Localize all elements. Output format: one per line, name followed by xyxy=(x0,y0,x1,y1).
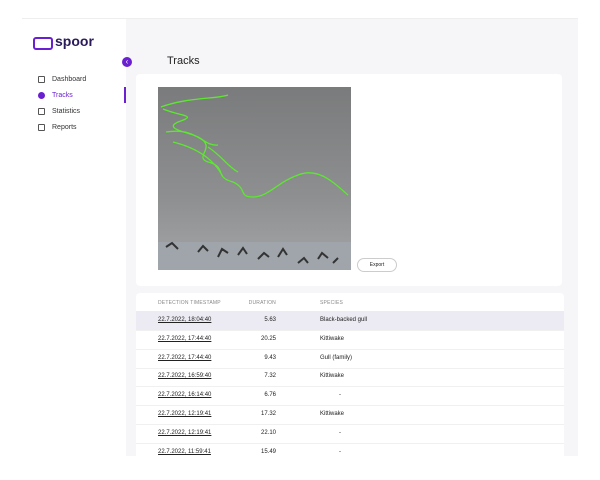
column-header: DURATION xyxy=(248,300,276,306)
logo: spoor xyxy=(55,33,94,49)
export-button[interactable]: Export xyxy=(357,258,397,272)
timestamp-link[interactable]: 22.7.2022, 18:04:40 xyxy=(158,317,212,323)
duration: 5.63 xyxy=(264,317,276,323)
duration: 6.76 xyxy=(264,392,276,399)
active-indicator xyxy=(124,87,126,103)
main: Tracks Export DETECTION TIMESTAMP DURATIO… xyxy=(126,19,578,456)
nav-item[interactable]: Statistics xyxy=(52,108,81,115)
species: Black-backed gull xyxy=(320,317,368,323)
table-card: DETECTION TIMESTAMP DURATION SPECIES 22.7.2… xyxy=(136,293,564,456)
row-divider xyxy=(136,442,564,444)
duration: 15.49 xyxy=(260,448,276,455)
duration: 7.32 xyxy=(264,373,276,380)
nav-item[interactable]: Dashboard xyxy=(52,76,87,83)
timestamp-link[interactable]: 22.7.2022, 12:19:41 xyxy=(158,411,212,417)
nav-item[interactable]: Tracks xyxy=(52,92,73,99)
sidebar: spoor Dashboard Tracks Statistics Report… xyxy=(22,19,126,456)
species: - xyxy=(339,392,341,399)
logo-mark xyxy=(33,37,53,50)
collapse-button[interactable]: ‹ xyxy=(122,57,132,67)
row-divider xyxy=(136,348,564,350)
column-header: DETECTION TIMESTAMP xyxy=(158,300,221,306)
preview-card: Export xyxy=(136,74,562,286)
species: Gull (family) xyxy=(320,354,353,361)
row-divider xyxy=(136,405,564,407)
row-divider xyxy=(136,386,564,388)
species: - xyxy=(339,429,341,436)
row-divider xyxy=(136,330,564,331)
app-frame: spoor Dashboard Tracks Statistics Report… xyxy=(22,18,578,456)
nav-icon xyxy=(38,76,45,83)
timestamp-link[interactable]: 22.7.2022, 16:14:40 xyxy=(158,392,212,399)
duration: 22.10 xyxy=(260,429,276,436)
species: - xyxy=(339,448,341,455)
row-divider xyxy=(136,424,564,425)
timestamp-link[interactable]: 22.7.2022, 16:59:40 xyxy=(158,373,212,380)
column-header: SPECIES xyxy=(320,300,344,306)
species: Kittiwake xyxy=(320,373,345,380)
row-highlight xyxy=(136,311,564,330)
page-title: Tracks xyxy=(167,55,200,67)
duration: 20.25 xyxy=(260,335,276,342)
nav-icon xyxy=(38,92,45,99)
species: Kittiwake xyxy=(320,411,345,417)
nav-item[interactable]: Reports xyxy=(52,124,77,131)
row-divider xyxy=(136,367,564,369)
timestamp-link[interactable]: 22.7.2022, 17:44:40 xyxy=(158,335,212,342)
timestamp-link[interactable]: 22.7.2022, 11:59:41 xyxy=(158,448,211,455)
timestamp-link[interactable]: 22.7.2022, 12:19:41 xyxy=(158,429,212,436)
nav-icon xyxy=(38,124,45,131)
species: Kittiwake xyxy=(320,335,345,342)
duration: 9.43 xyxy=(264,354,276,361)
track-image xyxy=(158,87,351,270)
timestamp-link[interactable]: 22.7.2022, 17:44:40 xyxy=(158,354,212,361)
nav-icon xyxy=(38,108,45,115)
duration: 17.32 xyxy=(260,411,276,417)
